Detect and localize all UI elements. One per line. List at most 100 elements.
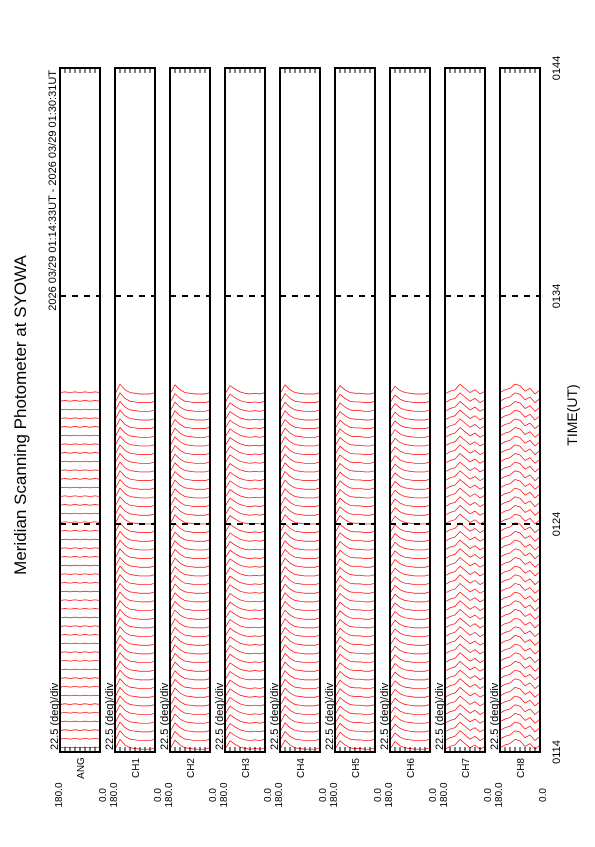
scan	[499, 496, 541, 508]
scan-trace	[334, 549, 376, 559]
scan-trace	[59, 738, 101, 740]
scan	[499, 409, 541, 421]
scan	[279, 384, 321, 395]
scan	[59, 703, 101, 705]
scan	[389, 507, 431, 516]
scan	[444, 652, 486, 663]
scale-label: 22.5 (deg)/div	[489, 682, 501, 750]
scan-trace	[444, 695, 486, 707]
scan-trace	[389, 411, 431, 421]
scan	[224, 653, 266, 663]
scan	[279, 722, 321, 733]
scan	[444, 513, 486, 525]
scan-trace	[59, 660, 101, 662]
scan-trace	[499, 401, 541, 412]
scan	[389, 645, 431, 655]
scan	[444, 496, 486, 508]
scan	[444, 738, 486, 750]
scan-trace	[279, 401, 321, 412]
scan-trace	[224, 549, 266, 559]
scan-trace	[499, 591, 541, 603]
scan-trace	[389, 463, 431, 473]
scan	[114, 600, 156, 611]
scan	[444, 427, 486, 438]
scan-trace	[499, 609, 541, 620]
scan-trace	[169, 722, 211, 733]
scan-trace	[499, 617, 541, 629]
scan-trace	[279, 392, 321, 403]
scan-trace	[114, 565, 156, 577]
scan	[389, 550, 431, 559]
scan	[389, 498, 431, 507]
scan-trace	[279, 453, 321, 464]
scan-trace	[499, 713, 541, 724]
scan-trace	[224, 541, 266, 551]
scan-trace	[114, 530, 156, 542]
scan	[114, 530, 156, 542]
scan	[224, 393, 266, 403]
scan	[389, 585, 431, 594]
scan	[59, 599, 101, 601]
scan-trace	[59, 504, 101, 506]
scan	[444, 608, 486, 620]
scan	[334, 558, 376, 568]
scan-trace	[279, 548, 321, 559]
scan-trace	[334, 714, 376, 724]
scan-trace	[224, 688, 266, 698]
scan	[279, 479, 321, 490]
scan-trace	[169, 687, 211, 698]
scan	[224, 722, 266, 733]
scan-trace	[389, 515, 431, 525]
scan-trace	[59, 703, 101, 705]
scan	[169, 574, 211, 585]
scan	[114, 617, 156, 629]
scan-trace	[169, 696, 211, 707]
scan-trace	[59, 729, 101, 731]
scan-trace	[444, 730, 486, 741]
scan-trace	[279, 470, 321, 481]
scan-trace	[499, 687, 541, 698]
scan	[169, 592, 211, 603]
scan-trace	[444, 591, 486, 603]
scan	[279, 496, 321, 507]
scan-trace	[444, 669, 486, 681]
scan	[59, 686, 101, 688]
scan	[224, 593, 266, 603]
scan-trace	[279, 410, 321, 421]
scan	[499, 505, 541, 516]
scan-trace	[444, 513, 486, 525]
scan-trace	[389, 654, 431, 663]
scan-trace	[224, 618, 266, 629]
scan-trace	[499, 513, 541, 525]
scan-trace	[169, 670, 211, 681]
scan-trace	[169, 678, 211, 689]
scan	[224, 523, 266, 533]
scan-trace	[59, 582, 101, 584]
scan-trace	[169, 496, 211, 507]
scan-trace	[224, 636, 266, 646]
scan	[334, 497, 376, 507]
scan	[59, 512, 101, 515]
scan	[389, 429, 431, 438]
scan-trace	[444, 435, 486, 447]
scan-trace	[499, 522, 541, 534]
scan-trace	[114, 660, 156, 672]
scan	[279, 678, 321, 689]
scan-trace	[499, 678, 541, 690]
scan	[444, 444, 486, 456]
scan-trace	[114, 678, 156, 689]
scan-trace	[59, 391, 101, 393]
scan	[334, 575, 376, 585]
scan	[59, 547, 101, 549]
scan-trace	[389, 394, 431, 403]
scan	[224, 644, 266, 655]
scan-trace	[279, 384, 321, 395]
scan-trace	[224, 567, 266, 577]
scan-trace	[499, 652, 541, 664]
scan-trace	[114, 626, 156, 637]
scan-trace	[114, 582, 156, 594]
scan-trace	[169, 505, 211, 516]
scan-trace	[169, 618, 211, 629]
scan-trace	[59, 547, 101, 549]
scan	[169, 436, 211, 447]
